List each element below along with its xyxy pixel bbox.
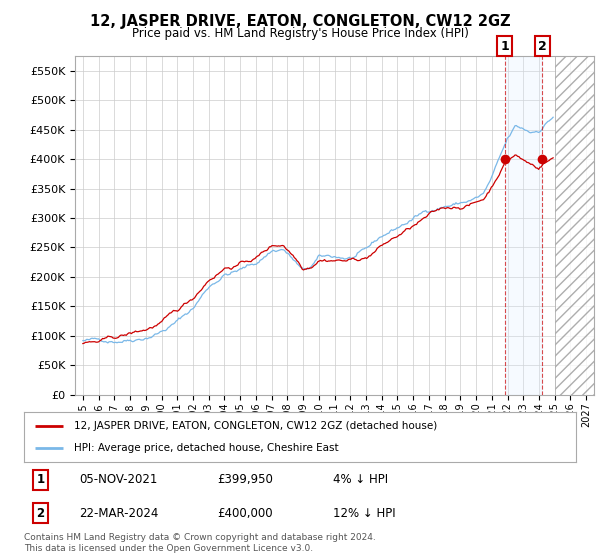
Text: 22-MAR-2024: 22-MAR-2024 (79, 507, 158, 520)
Text: £400,000: £400,000 (217, 507, 273, 520)
Text: 2: 2 (37, 507, 44, 520)
Text: 1: 1 (500, 40, 509, 53)
Text: 12, JASPER DRIVE, EATON, CONGLETON, CW12 2GZ: 12, JASPER DRIVE, EATON, CONGLETON, CW12… (89, 14, 511, 29)
Text: 12, JASPER DRIVE, EATON, CONGLETON, CW12 2GZ (detached house): 12, JASPER DRIVE, EATON, CONGLETON, CW12… (74, 421, 437, 431)
Text: HPI: Average price, detached house, Cheshire East: HPI: Average price, detached house, Ches… (74, 443, 338, 453)
Bar (554, 56, 594, 395)
Text: 2: 2 (538, 40, 547, 53)
Text: Price paid vs. HM Land Registry's House Price Index (HPI): Price paid vs. HM Land Registry's House … (131, 27, 469, 40)
Text: 12% ↓ HPI: 12% ↓ HPI (333, 507, 396, 520)
Text: £399,950: £399,950 (217, 473, 273, 486)
Text: Contains HM Land Registry data © Crown copyright and database right 2024.
This d: Contains HM Land Registry data © Crown c… (24, 533, 376, 553)
Text: 4% ↓ HPI: 4% ↓ HPI (333, 473, 388, 486)
Bar (505, 56, 542, 395)
Text: 05-NOV-2021: 05-NOV-2021 (79, 473, 158, 486)
Text: 1: 1 (37, 473, 44, 486)
